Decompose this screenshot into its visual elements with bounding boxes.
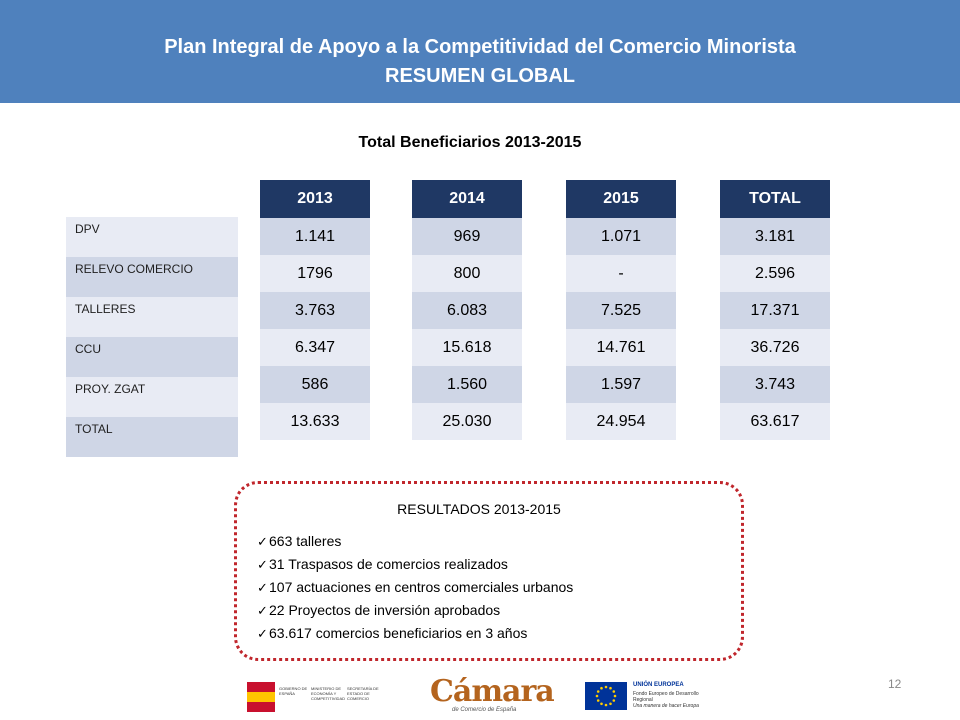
row-label-total: TOTAL <box>66 417 238 457</box>
results-box: RESULTADOS 2013-2015 ✓663 talleres ✓31 T… <box>234 481 744 661</box>
table-cell: 6.083 <box>412 292 522 329</box>
column-total: TOTAL 3.181 2.596 17.371 36.726 3.743 63… <box>720 180 830 440</box>
gobierno-logo: GOBIERNO DE ESPAÑA MINISTERIO DE ECONOMÍ… <box>247 682 379 712</box>
eu-fund: Fondo Europeo de Desarrollo Regional <box>633 691 699 703</box>
table-cell: 1.560 <box>412 366 522 403</box>
table-cell: 6.347 <box>260 329 370 366</box>
list-item-text: 63.617 comercios beneficiarios en 3 años <box>269 625 528 641</box>
table-cell: 15.618 <box>412 329 522 366</box>
list-item: ✓663 talleres <box>257 530 573 553</box>
page-title: Plan Integral de Apoyo a la Competitivid… <box>164 36 796 58</box>
column-header: 2015 <box>566 180 676 218</box>
footer-logos: GOBIERNO DE ESPAÑA MINISTERIO DE ECONOMÍ… <box>0 674 960 718</box>
column-2014: 2014 969 800 6.083 15.618 1.560 25.030 <box>412 180 522 440</box>
section-title: Total Beneficiarios 2013-2015 <box>358 134 582 151</box>
camara-name: Cámara <box>430 674 555 709</box>
list-item: ✓63.617 comercios beneficiarios en 3 año… <box>257 622 573 645</box>
list-item: ✓107 actuaciones en centros comerciales … <box>257 576 573 599</box>
checkmark-icon: ✓ <box>257 534 268 549</box>
row-label-proy-zgat: PROY. ZGAT <box>66 377 238 417</box>
column-2013: 2013 1.141 1796 3.763 6.347 586 13.633 <box>260 180 370 440</box>
list-item-text: 663 talleres <box>269 533 342 549</box>
checkmark-icon: ✓ <box>257 557 268 572</box>
eu-motto: Una manera de hacer Europa <box>633 703 699 709</box>
results-list: ✓663 talleres ✓31 Traspasos de comercios… <box>257 530 573 645</box>
table-cell: 586 <box>260 366 370 403</box>
table-cell: 1.141 <box>260 218 370 255</box>
table-cell: 25.030 <box>412 403 522 440</box>
column-header: 2013 <box>260 180 370 218</box>
table-cell: 969 <box>412 218 522 255</box>
page-subtitle: RESUMEN GLOBAL <box>385 65 575 87</box>
table-cell: 36.726 <box>720 329 830 366</box>
ministerio-text: MINISTERIO DE ECONOMÍA Y COMPETITIVIDAD <box>311 686 346 701</box>
table-cell: 3.763 <box>260 292 370 329</box>
table-cell: 1.071 <box>566 218 676 255</box>
table-cell: - <box>566 255 676 292</box>
header-banner: Plan Integral de Apoyo a la Competitivid… <box>0 0 960 103</box>
secretaria-text: SECRETARÍA DE ESTADO DE COMERCIO <box>347 686 379 701</box>
table-cell: 1796 <box>260 255 370 292</box>
table-cell: 2.596 <box>720 255 830 292</box>
table-cell: 24.954 <box>566 403 676 440</box>
column-header: 2014 <box>412 180 522 218</box>
row-labels: DPV RELEVO COMERCIO TALLERES CCU PROY. Z… <box>66 217 238 457</box>
camara-logo: Cámara de Comercio de España <box>430 674 555 718</box>
row-label-talleres: TALLERES <box>66 297 238 337</box>
checkmark-icon: ✓ <box>257 603 268 618</box>
checkmark-icon: ✓ <box>257 580 268 595</box>
table-cell: 63.617 <box>720 403 830 440</box>
spain-shield-icon <box>247 682 275 712</box>
eu-title: UNIÓN EUROPEA <box>633 682 684 688</box>
table-cell: 13.633 <box>260 403 370 440</box>
page-number: 12 <box>888 677 902 691</box>
table-cell: 800 <box>412 255 522 292</box>
table-cell: 7.525 <box>566 292 676 329</box>
column-header: TOTAL <box>720 180 830 218</box>
eu-flag-icon <box>585 682 627 710</box>
table-cell: 14.761 <box>566 329 676 366</box>
table-cell: 17.371 <box>720 292 830 329</box>
column-2015: 2015 1.071 - 7.525 14.761 1.597 24.954 <box>566 180 676 440</box>
row-label-relevo-comercio: RELEVO COMERCIO <box>66 257 238 297</box>
gobierno-text: GOBIERNO DE ESPAÑA <box>279 686 308 696</box>
table-cell: 3.743 <box>720 366 830 403</box>
eu-logo: UNIÓN EUROPEA Fondo Europeo de Desarroll… <box>585 682 705 712</box>
checkmark-icon: ✓ <box>257 626 268 641</box>
results-title: RESULTADOS 2013-2015 <box>397 501 561 517</box>
list-item-text: 107 actuaciones en centros comerciales u… <box>269 579 574 595</box>
list-item-text: 31 Traspasos de comercios realizados <box>269 556 508 572</box>
list-item: ✓22 Proyectos de inversión aprobados <box>257 599 573 622</box>
row-label-ccu: CCU <box>66 337 238 377</box>
list-item-text: 22 Proyectos de inversión aprobados <box>269 602 501 618</box>
table-cell: 1.597 <box>566 366 676 403</box>
list-item: ✓31 Traspasos de comercios realizados <box>257 553 573 576</box>
table-cell: 3.181 <box>720 218 830 255</box>
row-label-dpv: DPV <box>66 217 238 257</box>
camara-sub: de Comercio de España <box>452 707 517 713</box>
